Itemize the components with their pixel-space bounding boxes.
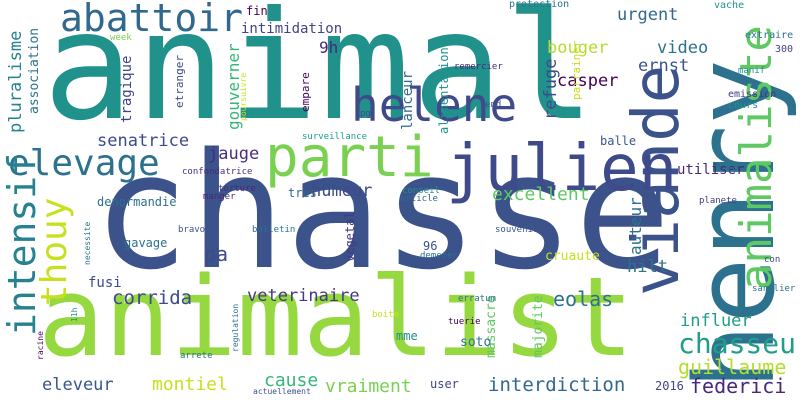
- word-thouy: thouy: [34, 197, 75, 306]
- word-2016: 2016: [655, 379, 684, 393]
- word-bulletin: bulletin: [252, 225, 296, 235]
- word-boite: boite: [372, 310, 400, 320]
- word-planete: planete: [699, 196, 737, 206]
- word-guillaume: guillaume: [678, 355, 787, 379]
- word-chasseur: chasseur: [678, 327, 800, 360]
- word-vache: vache: [714, 0, 745, 11]
- word-elevage: elevage: [8, 143, 160, 184]
- word-pa: pa: [204, 242, 229, 266]
- word-re: re: [727, 165, 738, 175]
- word-cruaute: cruaute: [545, 249, 600, 264]
- word-pg: pg: [360, 109, 371, 119]
- word-fusi: fusi: [88, 275, 122, 291]
- word-end: end: [485, 100, 502, 110]
- word-ernst: ernst: [638, 56, 690, 76]
- word-eolas: eolas: [553, 287, 614, 311]
- word-animaliste: animaliste: [731, 25, 782, 290]
- word-etranger: etranger: [173, 55, 186, 108]
- word-eleveur: eleveur: [42, 375, 114, 395]
- word-tres: tres: [288, 186, 317, 200]
- word-empare: empare: [299, 72, 312, 112]
- word-confondatrice: confondatrice: [182, 167, 253, 177]
- word-bouger: bouger: [547, 38, 609, 58]
- word-vraiment: vraiment: [325, 376, 412, 397]
- word-protection: protection: [509, 0, 570, 10]
- word-96: 96: [423, 239, 438, 253]
- word-animal: animal: [43, 0, 597, 154]
- word-fin: fin: [246, 4, 268, 18]
- word-extraire: extraire: [745, 30, 794, 41]
- word-tuerie: tuerie: [448, 317, 481, 327]
- word-denormandie: denormandie: [97, 195, 177, 209]
- word-chasse: chasse: [93, 118, 671, 305]
- word-pluralisme: pluralisme: [6, 30, 26, 133]
- word-humeur: humeur: [311, 181, 373, 201]
- word-gavage: gavage: [124, 236, 168, 250]
- word-300: 300: [775, 44, 794, 55]
- word-urgent: urgent: [617, 5, 679, 25]
- word-montiel: montiel: [152, 374, 228, 395]
- word-remercier: remercier: [454, 62, 503, 72]
- word-week: week: [110, 33, 132, 43]
- word-erratum: erratum: [458, 294, 496, 304]
- word-casper: casper: [557, 71, 619, 91]
- word-influer: influer: [680, 311, 752, 331]
- word-arrete: arrete: [180, 351, 213, 361]
- word-surveillance: surveillance: [302, 132, 368, 142]
- word-user: user: [430, 377, 459, 391]
- word-actuellement: actuellement: [253, 387, 311, 396]
- word-parrainer: parrainer: [570, 40, 583, 100]
- word-torture: torture: [218, 184, 256, 194]
- word-auteur: auteur: [626, 197, 645, 255]
- word-9h: 9h: [319, 38, 339, 57]
- word-veterinaire: veterinaire: [247, 286, 360, 306]
- word-poursuivre: poursuivre: [239, 72, 248, 121]
- word-tragique: tragique: [119, 55, 135, 123]
- word-racine: racine: [36, 331, 45, 360]
- word-regulation: regulation: [231, 303, 240, 352]
- word-manger: manger: [203, 192, 236, 202]
- word-lanceur: lanceur: [400, 70, 416, 130]
- word-necessite: necessite: [83, 221, 92, 265]
- word-manif: manif: [738, 66, 766, 76]
- word-emission: emission: [728, 89, 777, 100]
- word-article: article: [400, 194, 438, 204]
- word-jauge: jauge: [208, 144, 260, 164]
- word-soto: soto: [460, 335, 492, 350]
- word-alimentation: alimentation: [437, 47, 451, 134]
- word-hilt: hilt: [627, 257, 668, 277]
- word-demeter: demeter: [420, 251, 458, 261]
- word-corrida: corrida: [112, 287, 193, 309]
- word-association: association: [27, 27, 42, 114]
- word-utiliser: utiliser: [677, 162, 745, 178]
- word-vegetal: vegetal: [343, 211, 357, 262]
- word-parti: parti: [265, 125, 434, 190]
- word-sanglier: sanglier: [752, 284, 796, 294]
- word-interdiction: interdiction: [488, 374, 626, 396]
- word-souvenir: souvenir: [495, 225, 539, 235]
- word-conseil: conseil: [402, 186, 440, 196]
- word-cause: cause: [264, 370, 319, 391]
- word-intimidation: intimidation: [241, 21, 343, 37]
- word-11h: 11h: [70, 307, 79, 322]
- word-animalist: animalist: [38, 253, 635, 381]
- word-abattoir: abattoir: [60, 0, 244, 40]
- word-excellent: excellent: [492, 184, 590, 205]
- word-cours: cours: [728, 100, 759, 111]
- word-mme: mme: [396, 329, 418, 343]
- word-julien: julien: [446, 132, 678, 206]
- word-senatrice: senatrice: [97, 131, 190, 151]
- word-helene: helene: [351, 78, 518, 132]
- word-federici: federici: [690, 374, 787, 398]
- word-balle: balle: [600, 134, 637, 148]
- word-con: con: [764, 255, 781, 265]
- word-majorite: majorite: [531, 295, 546, 358]
- word-bravo: bravo: [178, 225, 206, 235]
- word-video: video: [657, 38, 709, 58]
